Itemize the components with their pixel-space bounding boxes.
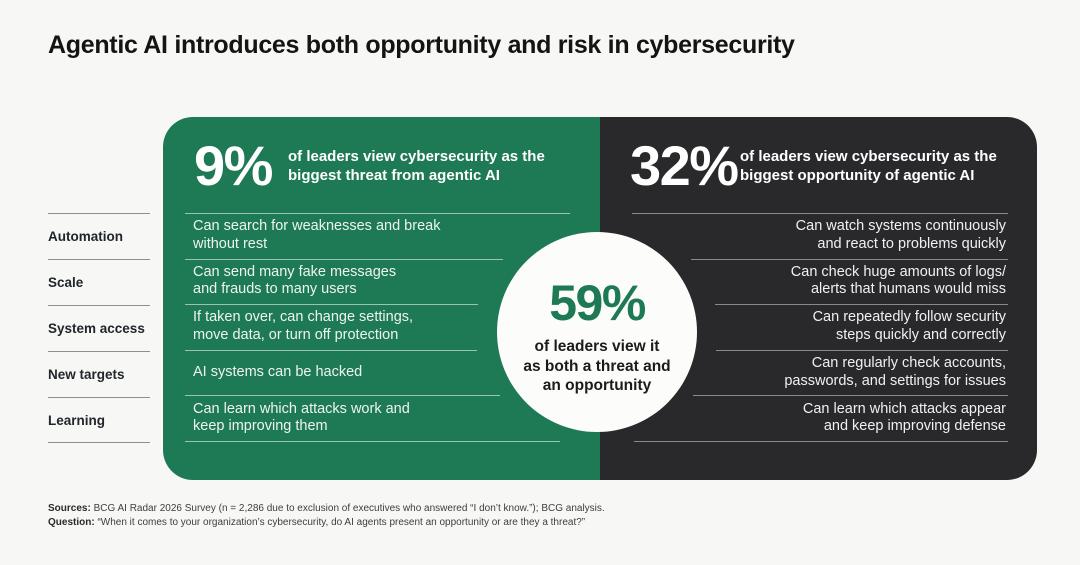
separator-line	[716, 350, 1008, 351]
question-label: Question:	[48, 516, 95, 528]
footnote: Sources: BCG AI Radar 2026 Survey (n = 2…	[48, 502, 605, 529]
both-description: of leaders view it as both a threat and …	[523, 338, 671, 395]
threat-item: Can search for weaknesses and break with…	[193, 218, 441, 252]
separator-line	[693, 395, 1008, 396]
separator-line	[715, 304, 1008, 305]
threat-stat: 9%	[194, 134, 273, 197]
separator-line	[185, 259, 503, 260]
separator-line	[185, 395, 500, 396]
threat-item: AI systems can be hacked	[193, 363, 363, 380]
threat-description: of leaders view cybersecurity as the big…	[288, 148, 545, 184]
sidebar-category-learning: Learning	[48, 397, 150, 443]
separator-line	[185, 350, 477, 351]
opportunity-panel: 32% of leaders view cybersecurity as the…	[600, 117, 1037, 480]
threat-item-list: Can search for weaknesses and break with…	[193, 213, 523, 441]
question-line: Question: “When it comes to your organiz…	[48, 516, 605, 530]
threat-item: If taken over, can change settings, move…	[193, 309, 414, 343]
sidebar-category-automation: Automation	[48, 213, 150, 259]
threat-item: Can send many fake messages and frauds t…	[193, 263, 397, 298]
question-text: “When it comes to your organization’s cy…	[94, 516, 586, 528]
separator-line	[185, 213, 570, 214]
page-title: Agentic AI introduces both opportunity a…	[48, 31, 795, 59]
sidebar-category-label: System access	[48, 321, 145, 336]
opportunity-description: of leaders view cybersecurity as the big…	[740, 148, 997, 184]
sidebar-category-system-access: System access	[48, 305, 150, 351]
sources-label: Sources:	[48, 503, 91, 514]
opportunity-item: Can watch systems continuously and react…	[795, 218, 1006, 252]
separator-line	[185, 304, 478, 305]
sidebar-category-label: New targets	[48, 367, 125, 382]
sources-text: BCG AI Radar 2026 Survey (n = 2,286 due …	[90, 503, 605, 514]
separator-line	[185, 441, 560, 442]
both-stat: 59%	[549, 275, 646, 332]
sidebar-category-new-targets: New targets	[48, 351, 150, 397]
opportunity-item: Can learn which attacks appear and keep …	[802, 400, 1006, 435]
opportunity-item: Can repeatedly follow security steps qui…	[812, 309, 1006, 343]
opportunity-item: Can check huge amounts of logs/ alerts t…	[790, 263, 1006, 298]
separator-line	[632, 213, 1008, 214]
opportunity-item: Can regularly check accounts, passwords,…	[784, 355, 1006, 389]
threat-item: Can learn which attacks work and keep im…	[193, 400, 410, 435]
sidebar-category-label: Automation	[48, 229, 123, 244]
category-sidebar: Automation Scale System access New targe…	[48, 213, 150, 443]
separator-line	[634, 441, 1008, 442]
sources-line: Sources: BCG AI Radar 2026 Survey (n = 2…	[48, 502, 605, 516]
opportunity-item-list: Can watch systems continuously and react…	[646, 213, 1006, 441]
sidebar-category-label: Learning	[48, 412, 106, 428]
sidebar-category-scale: Scale	[48, 259, 150, 305]
opportunity-stat: 32%	[630, 134, 739, 197]
separator-line	[691, 259, 1008, 260]
sidebar-category-label: Scale	[48, 275, 84, 290]
center-circle: 59% of leaders view it as both a threat …	[497, 232, 697, 432]
